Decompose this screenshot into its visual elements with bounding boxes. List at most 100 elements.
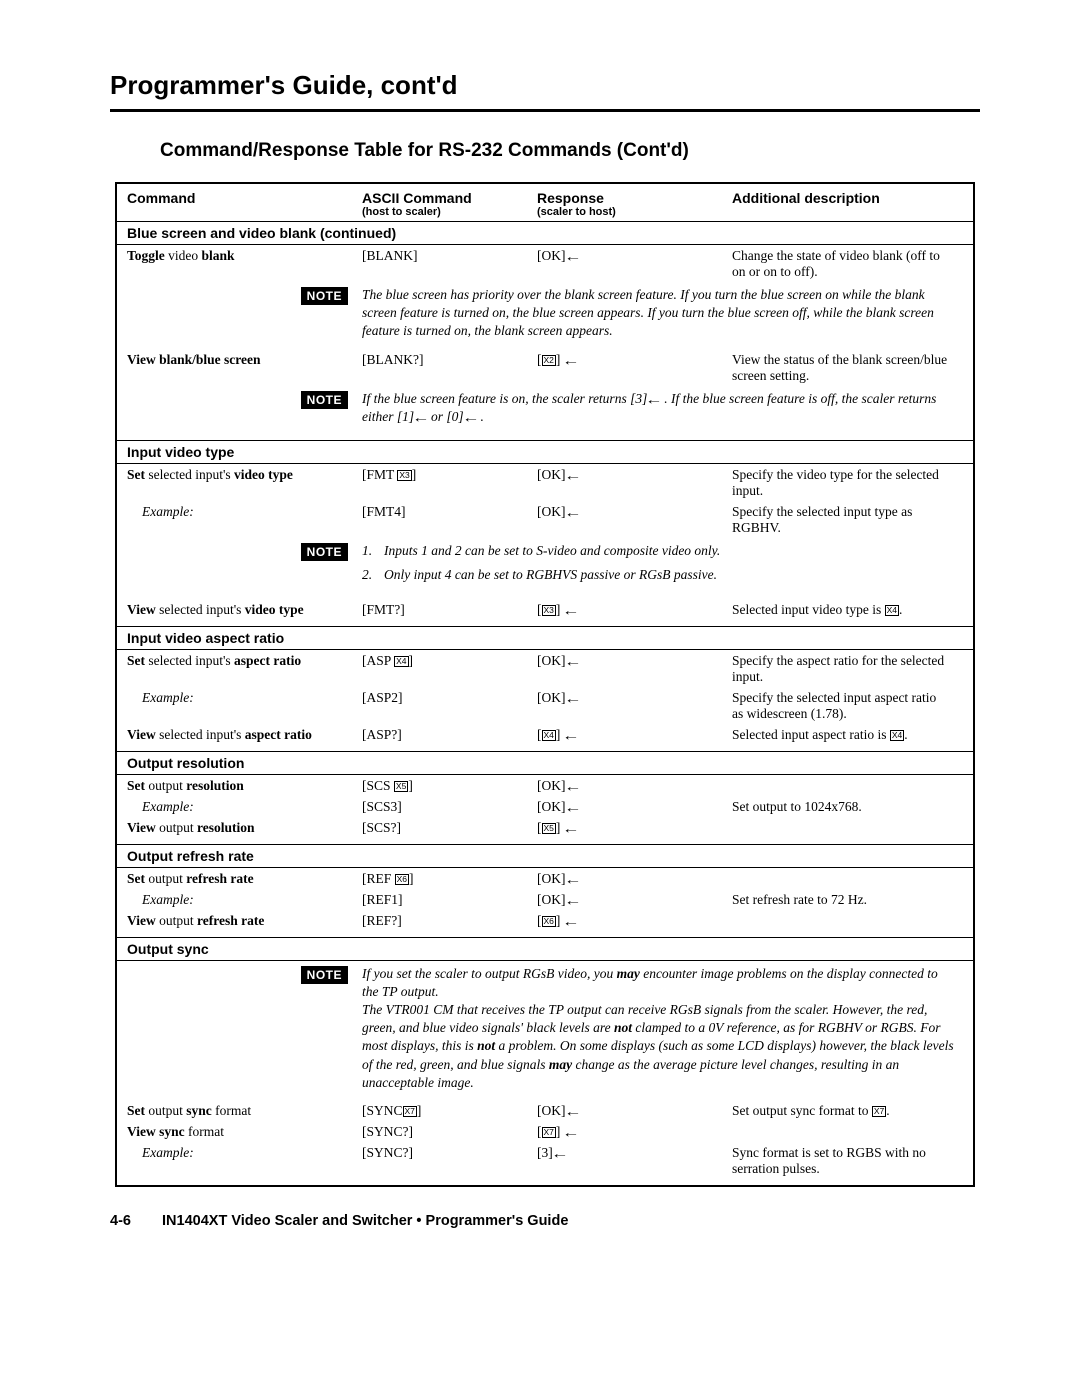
command-row: Toggle video blank[BLANK][OK]←Change the… [117, 245, 973, 282]
cell-response: [X6] ← [537, 913, 732, 929]
cell-response: [3]← [537, 1145, 732, 1161]
cell-response: [OK]← [537, 799, 732, 815]
cell-response: [OK]← [537, 504, 732, 520]
cell-desc: Specify the selected input aspect ratio … [732, 690, 957, 722]
cell-ascii: [SYNCX7] [362, 1103, 537, 1119]
note-badge: NOTE [301, 966, 348, 984]
cell-desc: Set output sync format to X7. [732, 1103, 957, 1119]
note-row: NOTE 1.Inputs 1 and 2 can be set to S-vid… [117, 538, 973, 598]
command-row: View selected input's aspect ratio[ASP?]… [117, 724, 973, 745]
example-row: Example:[ASP2][OK]←Specify the selected … [117, 687, 973, 724]
command-row: Set output resolution[SCS X5][OK]← [117, 775, 973, 796]
cell-response: [OK]← [537, 467, 732, 483]
section-header: Blue screen and video blank (continued) [117, 221, 973, 245]
cell-ascii: [SCS X5] [362, 778, 537, 794]
cell-response: [X5] ← [537, 820, 732, 836]
example-row: Example:[FMT4][OK]←Specify the selected … [117, 501, 973, 538]
cell-command: Example: [117, 1145, 362, 1161]
command-row: View sync format[SYNC?][X7] ← [117, 1121, 973, 1142]
example-row: Example:[SCS3][OK]←Set output to 1024x76… [117, 796, 973, 817]
cell-desc: Set refresh rate to 72 Hz. [732, 892, 957, 908]
cell-command: Set selected input's aspect ratio [117, 653, 362, 669]
col-hdr-response-sub: (scaler to host) [537, 206, 732, 221]
cell-ascii: [ASP2] [362, 690, 537, 706]
cell-response: [OK]← [537, 892, 732, 908]
section-header: Output resolution [117, 751, 973, 775]
example-row: Example:[REF1][OK]←Set refresh rate to 7… [117, 889, 973, 910]
cell-desc: Specify the video type for the selected … [732, 467, 957, 499]
cell-response: [OK]← [537, 248, 732, 264]
page-title: Programmer's Guide, cont'd [110, 70, 980, 101]
footer-text: IN1404XT Video Scaler and Switcher • Pro… [162, 1213, 568, 1229]
cell-response: [OK]← [537, 690, 732, 706]
cell-response: [OK]← [537, 778, 732, 794]
cell-ascii: [SCS3] [362, 799, 537, 815]
page-footer: 4-6 IN1404XT Video Scaler and Switcher •… [110, 1213, 980, 1229]
cell-command: Toggle video blank [117, 248, 362, 264]
cell-ascii: [FMT?] [362, 602, 537, 618]
note-text: If you set the scaler to output RGsB vid… [362, 965, 963, 1093]
cell-desc: Selected input aspect ratio is X4. [732, 727, 957, 743]
page-number: 4-6 [110, 1213, 158, 1229]
note-row: NOTE If you set the scaler to output RGsB… [117, 961, 973, 1101]
cell-command: Set output refresh rate [117, 871, 362, 887]
cell-desc: Selected input video type is X4. [732, 602, 957, 618]
command-row: Set selected input's aspect ratio[ASP X4… [117, 650, 973, 687]
command-row: Set output sync format[SYNCX7][OK]←Set o… [117, 1100, 973, 1121]
section-header: Input video aspect ratio [117, 626, 973, 650]
cell-ascii: [FMT4] [362, 504, 537, 520]
cell-desc: Specify the aspect ratio for the selecte… [732, 653, 957, 685]
cell-command: View output refresh rate [117, 913, 362, 929]
cell-ascii: [REF1] [362, 892, 537, 908]
note-row: NOTE The blue screen has priority over th… [117, 282, 973, 349]
cell-command: View selected input's video type [117, 602, 362, 618]
note-text: The blue screen has priority over the bl… [362, 286, 963, 341]
cell-command: Set selected input's video type [117, 467, 362, 483]
cell-command: View blank/blue screen [117, 352, 362, 368]
command-row: Set selected input's video type[FMT X3][… [117, 464, 973, 501]
cell-ascii: [BLANK?] [362, 352, 537, 368]
cell-ascii: [FMT X3] [362, 467, 537, 483]
cell-command: Set output resolution [117, 778, 362, 794]
section-header: Output sync [117, 937, 973, 961]
cell-ascii: [ASP?] [362, 727, 537, 743]
section-header: Output refresh rate [117, 844, 973, 868]
cell-desc: Sync format is set to RGBS with no serra… [732, 1145, 957, 1177]
cell-command: Example: [117, 892, 362, 908]
note-list: 1.Inputs 1 and 2 can be set to S-video a… [362, 542, 963, 590]
cell-ascii: [SYNC?] [362, 1124, 537, 1140]
cell-desc: Change the state of video blank (off to … [732, 248, 957, 280]
note-badge: NOTE [301, 287, 348, 305]
cell-ascii: [BLANK] [362, 248, 537, 264]
cell-command: View sync format [117, 1124, 362, 1140]
cell-response: [X7] ← [537, 1124, 732, 1140]
col-hdr-ascii: ASCII Command [362, 184, 537, 206]
cell-ascii: [SYNC?] [362, 1145, 537, 1161]
cell-ascii: [ASP X4] [362, 653, 537, 669]
note-badge: NOTE [301, 391, 348, 409]
note-row: NOTE If the blue screen feature is on, th… [117, 386, 973, 434]
cell-response: [X4] ← [537, 727, 732, 743]
note-badge: NOTE [301, 543, 348, 561]
cell-command: View output resolution [117, 820, 362, 836]
cell-response: [X3] ← [537, 602, 732, 618]
cell-desc: Set output to 1024x768. [732, 799, 957, 815]
cell-response: [OK]← [537, 1103, 732, 1119]
table-header-row: Command ASCII Command (host to scaler) R… [117, 184, 973, 221]
command-row: View output resolution[SCS?][X5] ← [117, 817, 973, 838]
cell-response: [OK]← [537, 871, 732, 887]
col-hdr-response: Response [537, 184, 732, 206]
note-text: If the blue screen feature is on, the sc… [362, 390, 963, 426]
cell-ascii: [SCS?] [362, 820, 537, 836]
subtitle: Command/Response Table for RS-232 Comman… [160, 140, 980, 162]
cell-command: Example: [117, 690, 362, 706]
cell-desc: View the status of the blank screen/blue… [732, 352, 957, 384]
cell-command: Example: [117, 799, 362, 815]
cell-response: [OK]← [537, 653, 732, 669]
command-row: View output refresh rate[REF?][X6] ← [117, 910, 973, 931]
title-rule [110, 109, 980, 112]
example-row: Example:[SYNC?][3]←Sync format is set to… [117, 1142, 973, 1179]
cell-response: [X2] ← [537, 352, 732, 368]
cell-ascii: [REF X6] [362, 871, 537, 887]
command-table: Command ASCII Command (host to scaler) R… [115, 182, 975, 1187]
